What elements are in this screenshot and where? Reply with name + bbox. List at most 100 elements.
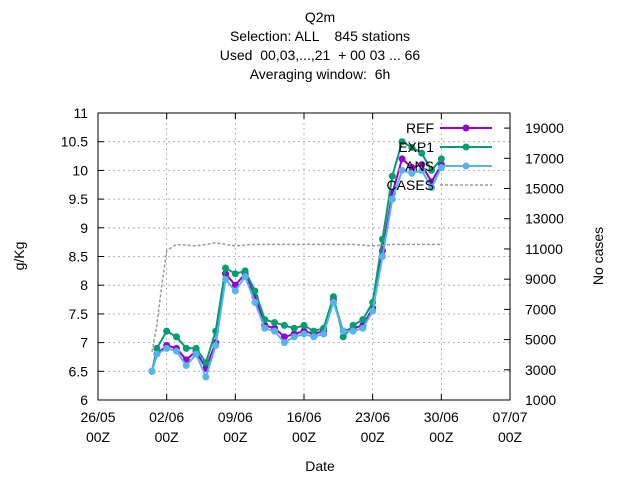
data-point-ans [428,184,436,192]
plot-frame [97,112,511,401]
x-tick-label-time: 00Z [429,429,454,445]
y2-tick-label: 1000 [525,392,556,408]
data-point-ans [251,298,259,306]
data-point-ans [148,367,156,375]
data-point-exp1 [359,316,367,324]
data-point-exp1 [339,333,347,341]
x-tick-label-time: 00Z [223,429,248,445]
y2-tick-label: 5000 [525,332,556,348]
data-point-ans [271,327,279,335]
legend-label-exp1: EXP1 [398,139,434,155]
data-point-ans [329,298,337,306]
data-point-ans [290,333,298,341]
y2-tick-label: 9000 [525,271,556,287]
y-tick-label: 6.5 [69,363,89,379]
data-point-ans [388,195,396,203]
data-point-ans [172,347,180,355]
legend-label-cases: CASES [387,177,434,193]
data-point-ans [241,273,249,281]
y2-tick-label: 7000 [525,301,556,317]
y2-axis-title: No cases [590,227,606,285]
data-point-exp1 [428,166,436,174]
y-tick-label: 10 [72,162,88,178]
y-tick-label: 8.5 [69,249,89,265]
data-point-exp1 [329,293,337,301]
data-point-exp1 [300,321,308,329]
y-tick-label: 7 [80,335,88,351]
data-point-ans [182,362,190,370]
data-point-ans [222,275,230,283]
chart-subtitle-2: Used 00,03,...,21 + 00 03 ... 66 [219,47,421,63]
x-tick-label: 26/05 [80,409,115,425]
data-point-exp1 [241,267,249,275]
series-line-cases [151,242,442,352]
y2-tick-label: 11000 [525,241,563,257]
y-tick-label: 11 [73,105,88,121]
data-point-exp1 [280,321,288,329]
y2-tick-label: 3000 [525,362,556,378]
x-tick-label: 09/06 [218,409,253,425]
data-point-ref [418,161,426,169]
y-tick-label: 6 [80,392,88,408]
legend-label-ref: REF [406,120,434,136]
y2-tick-label: 19000 [525,120,564,136]
data-point-ref [408,164,416,172]
data-point-ans [310,333,318,341]
legend-marker-ans [462,162,470,170]
data-point-ans [339,327,347,335]
data-point-exp1 [349,321,357,329]
x-tick-label-time: 00Z [86,429,111,445]
data-point-exp1 [182,344,190,352]
data-point-ans [359,324,367,332]
y2-tick-label: 17000 [525,150,564,166]
data-point-ans [261,324,269,332]
y-tick-label: 7.5 [69,306,89,322]
data-point-ans [320,330,328,338]
data-point-ref [398,155,406,163]
data-point-ref [280,333,288,341]
y-tick-label: 9 [80,220,88,236]
data-point-exp1 [398,138,406,146]
data-point-exp1 [222,264,230,272]
y-tick-label: 9.5 [69,191,89,207]
data-point-exp1 [408,143,416,151]
x-tick-label: 23/06 [355,409,390,425]
data-point-exp1 [192,344,200,352]
x-tick-label: 16/06 [286,409,321,425]
legend-marker-exp1 [462,143,470,151]
data-point-exp1 [418,149,426,157]
data-point-ans [378,253,386,260]
x-tick-label-time: 00Z [292,429,317,445]
legend-label-ans: ANS [405,158,434,174]
data-point-ans [212,341,220,349]
data-point-exp1 [388,172,396,180]
y-tick-label: 10.5 [61,134,88,150]
x-tick-label-time: 00Z [498,429,523,445]
data-point-ans [192,350,200,358]
data-point-ans [408,169,416,177]
x-tick-label-time: 00Z [155,429,180,445]
data-point-ans [153,350,161,358]
chart-title: Q2m [304,9,336,25]
data-point-exp1 [202,359,210,367]
chart-subtitle-1: Selection: ALL 845 stations [229,28,411,44]
y-tick-label: 8 [80,277,88,293]
data-point-exp1 [163,327,171,335]
data-point-exp1 [172,333,180,341]
legend-marker-ref [462,124,470,132]
x-tick-label-time: 00Z [361,429,386,445]
data-point-ans [202,373,210,381]
data-point-exp1 [153,344,161,352]
data-point-ans [163,344,171,352]
data-point-ans [418,166,426,174]
data-point-ans [300,330,308,338]
y2-tick-label: 13000 [525,211,564,227]
chart-subtitle-3: Averaging window: 6h [249,66,391,82]
data-point-exp1 [310,327,318,335]
x-tick-label: 02/06 [149,409,184,425]
data-point-exp1 [231,270,239,278]
data-point-exp1 [290,324,298,332]
y2-tick-label: 15000 [525,181,564,197]
x-axis-title: Date [305,458,335,474]
